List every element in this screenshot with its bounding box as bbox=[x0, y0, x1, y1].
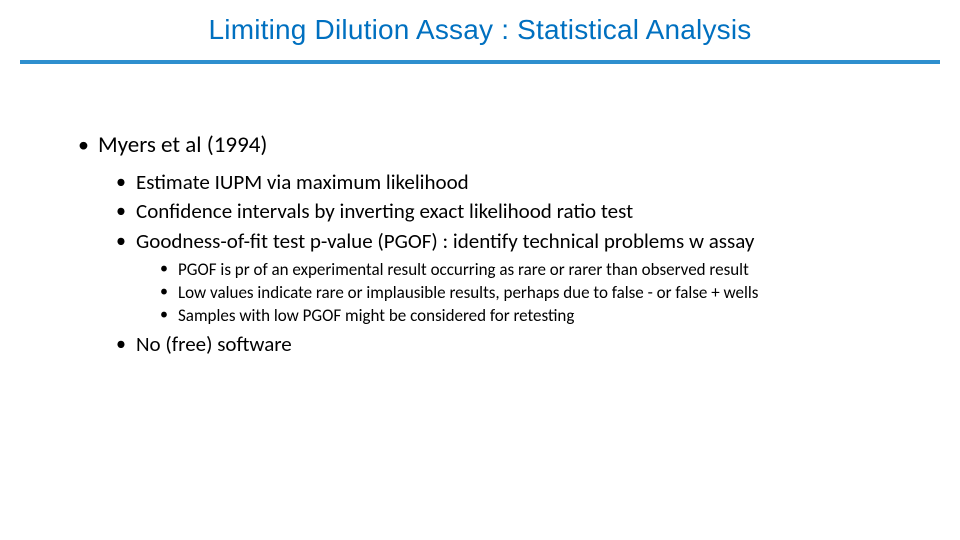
bullet-list-lvl2: Estimate IUPM via maximum likelihood Con… bbox=[98, 169, 900, 358]
bullet-lvl2: Confidence intervals by inverting exact … bbox=[116, 198, 900, 225]
bullet-list-lvl3: PGOF is pr of an experimental result occ… bbox=[136, 259, 900, 327]
bullet-lvl3: Samples with low PGOF might be considere… bbox=[160, 305, 900, 327]
bullet-lvl1: Myers et al (1994) Estimate IUPM via max… bbox=[78, 130, 900, 359]
bullet-list-lvl1: Myers et al (1994) Estimate IUPM via max… bbox=[78, 130, 900, 359]
bullet-text: No (free) software bbox=[136, 331, 292, 357]
bullet-text: Estimate IUPM via maximum likelihood bbox=[136, 169, 469, 195]
title-rule bbox=[20, 60, 940, 64]
bullet-text: Samples with low PGOF might be considere… bbox=[178, 305, 574, 326]
bullet-lvl2: Estimate IUPM via maximum likelihood bbox=[116, 169, 900, 196]
bullet-lvl2: No (free) software bbox=[116, 331, 900, 358]
bullet-lvl2: Goodness-of-fit test p-value (PGOF) : id… bbox=[116, 228, 900, 328]
bullet-text: PGOF is pr of an experimental result occ… bbox=[178, 259, 749, 280]
slide: Limiting Dilution Assay : Statistical An… bbox=[0, 0, 960, 540]
bullet-lvl3: PGOF is pr of an experimental result occ… bbox=[160, 259, 900, 281]
bullet-text: Goodness-of-fit test p-value (PGOF) : id… bbox=[136, 228, 754, 254]
bullet-text: Myers et al (1994) bbox=[98, 131, 267, 159]
bullet-text: Confidence intervals by inverting exact … bbox=[136, 198, 633, 224]
bullet-lvl3: Low values indicate rare or implausible … bbox=[160, 282, 900, 304]
slide-title: Limiting Dilution Assay : Statistical An… bbox=[0, 14, 960, 46]
slide-content: Myers et al (1994) Estimate IUPM via max… bbox=[78, 130, 900, 369]
bullet-text: Low values indicate rare or implausible … bbox=[178, 282, 758, 303]
